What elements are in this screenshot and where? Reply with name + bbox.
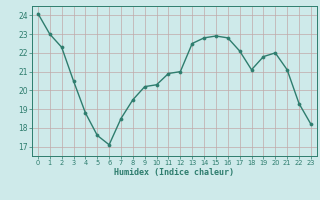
X-axis label: Humidex (Indice chaleur): Humidex (Indice chaleur)	[115, 168, 234, 177]
